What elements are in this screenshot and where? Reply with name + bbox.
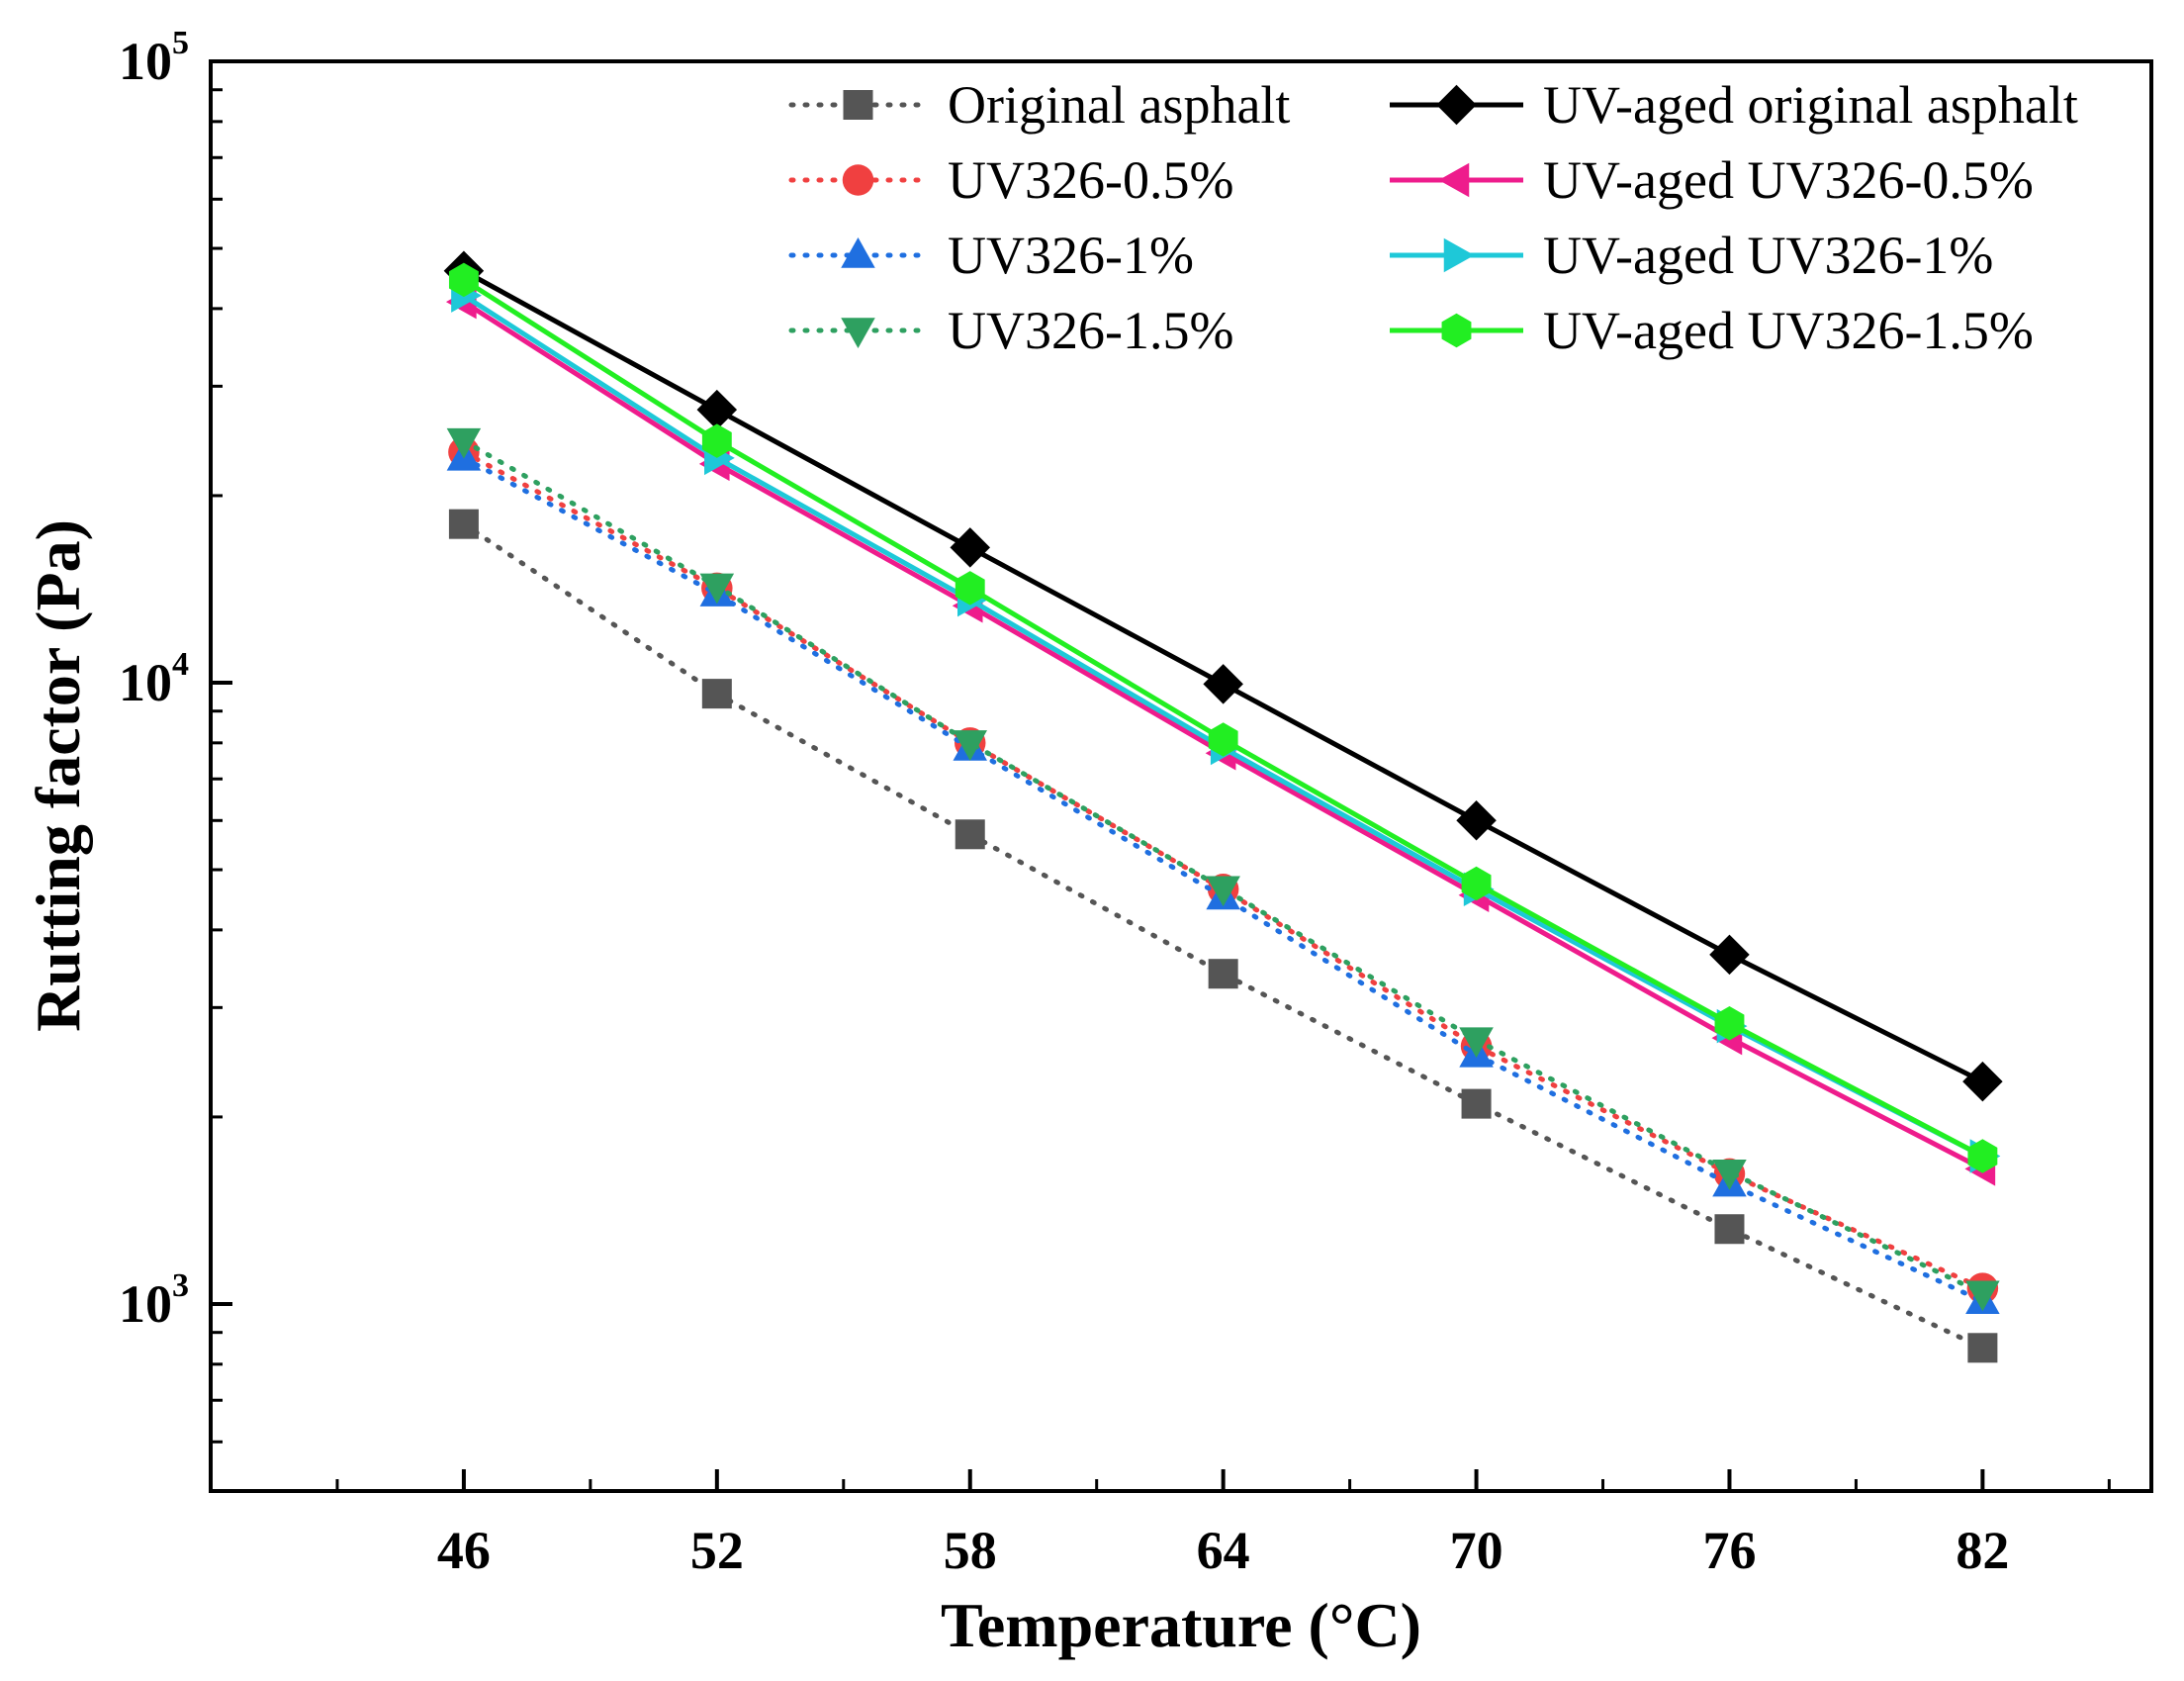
plot-frame (209, 59, 2153, 1493)
series-0-point-82 (1967, 1333, 1998, 1363)
series-0-point-64 (1208, 959, 1238, 989)
legend-item-5: UV-aged UV326-0.5% (1390, 150, 2034, 210)
legend-marker-6 (1443, 237, 1475, 273)
series-3 (446, 427, 2000, 1312)
series-0-point-70 (1461, 1088, 1492, 1119)
x-axis-title: Temperature (°C) (941, 1590, 1421, 1660)
y-tick-exponent: 3 (172, 1267, 189, 1304)
legend-marker-2 (841, 237, 875, 268)
legend-item-7: UV-aged UV326-1.5% (1390, 301, 2034, 360)
series-0-point-76 (1714, 1214, 1745, 1245)
legend-label-6: UV-aged UV326-1% (1543, 226, 1993, 285)
legend-item-4: UV-aged original asphalt (1390, 75, 2078, 135)
series-3-point-46 (446, 427, 482, 459)
legend-marker-7 (1441, 313, 1472, 348)
series-7 (448, 262, 1998, 1173)
x-tick-label-46: 46 (437, 1521, 491, 1580)
legend-marker-5 (1438, 162, 1470, 198)
y-tick-label-3: 103 (119, 1267, 189, 1334)
legend-item-6: UV-aged UV326-1% (1390, 226, 1993, 285)
legend-item-3: UV326-1.5% (788, 301, 1233, 360)
legend: Original asphalt UV326-0.5% UV326-1% UV326-… (788, 75, 2078, 360)
series-4-point-82 (1962, 1061, 2003, 1102)
legend-marker-0 (843, 90, 873, 120)
series-7-point-70 (1461, 866, 1492, 901)
series-4-point-58 (950, 527, 990, 568)
y-tick-base: 10 (119, 32, 172, 91)
series-0-point-52 (701, 679, 732, 709)
series-4-point-64 (1203, 664, 1243, 704)
legend-label-4: UV-aged original asphalt (1543, 75, 2078, 135)
x-tick-label-52: 52 (690, 1521, 744, 1580)
legend-label-1: UV326-0.5% (948, 150, 1233, 210)
legend-label-7: UV-aged UV326-1.5% (1543, 301, 2034, 360)
series-3-point-76 (1712, 1159, 1747, 1190)
y-tick-exponent: 5 (172, 25, 189, 61)
series-4 (443, 250, 2003, 1102)
series-3-point-58 (953, 730, 987, 761)
y-tick-label-4: 104 (119, 646, 189, 712)
legend-label-5: UV-aged UV326-0.5% (1543, 150, 2034, 210)
series-0-point-46 (448, 509, 479, 539)
y-tick-exponent: 4 (172, 646, 189, 683)
legend-item-2: UV326-1% (788, 226, 1194, 285)
y-tick-base: 10 (119, 1274, 172, 1334)
x-tick-label-70: 70 (1450, 1521, 1503, 1580)
series-layer (443, 250, 2003, 1363)
legend-label-0: Original asphalt (948, 75, 1290, 135)
series-7-point-58 (955, 571, 985, 606)
x-tick-label-58: 58 (944, 1521, 997, 1580)
legend-item-0: Original asphalt (788, 75, 1290, 135)
series-7-point-46 (448, 262, 479, 298)
legend-marker-1 (842, 164, 874, 196)
series-0 (448, 509, 1998, 1363)
y-tick-base: 10 (119, 653, 172, 712)
series-7-point-76 (1714, 1005, 1745, 1041)
y-axis-title: Rutting factor (Pa) (23, 519, 93, 1032)
series-4-point-70 (1456, 800, 1497, 841)
legend-item-1: UV326-0.5% (788, 150, 1233, 210)
series-3-point-82 (1965, 1280, 2000, 1312)
legend-marker-3 (841, 318, 875, 348)
x-tick-label-76: 76 (1702, 1521, 1756, 1580)
series-4-point-76 (1709, 934, 1750, 976)
series-3-point-64 (1206, 876, 1240, 907)
legend-label-3: UV326-1.5% (948, 301, 1233, 360)
x-tick-label-82: 82 (1956, 1521, 2009, 1580)
legend-label-2: UV326-1% (948, 226, 1194, 285)
x-tick-label-64: 64 (1197, 1521, 1250, 1580)
series-3-point-52 (699, 573, 735, 605)
series-7-point-64 (1208, 722, 1238, 757)
series-4-point-52 (696, 389, 738, 430)
y-tick-label-5: 105 (119, 25, 189, 91)
series-7-point-82 (1967, 1139, 1998, 1173)
series-0-point-58 (955, 819, 985, 850)
legend-marker-4 (1436, 84, 1477, 126)
series-3-point-70 (1459, 1027, 1494, 1059)
series-7-point-52 (701, 423, 732, 458)
